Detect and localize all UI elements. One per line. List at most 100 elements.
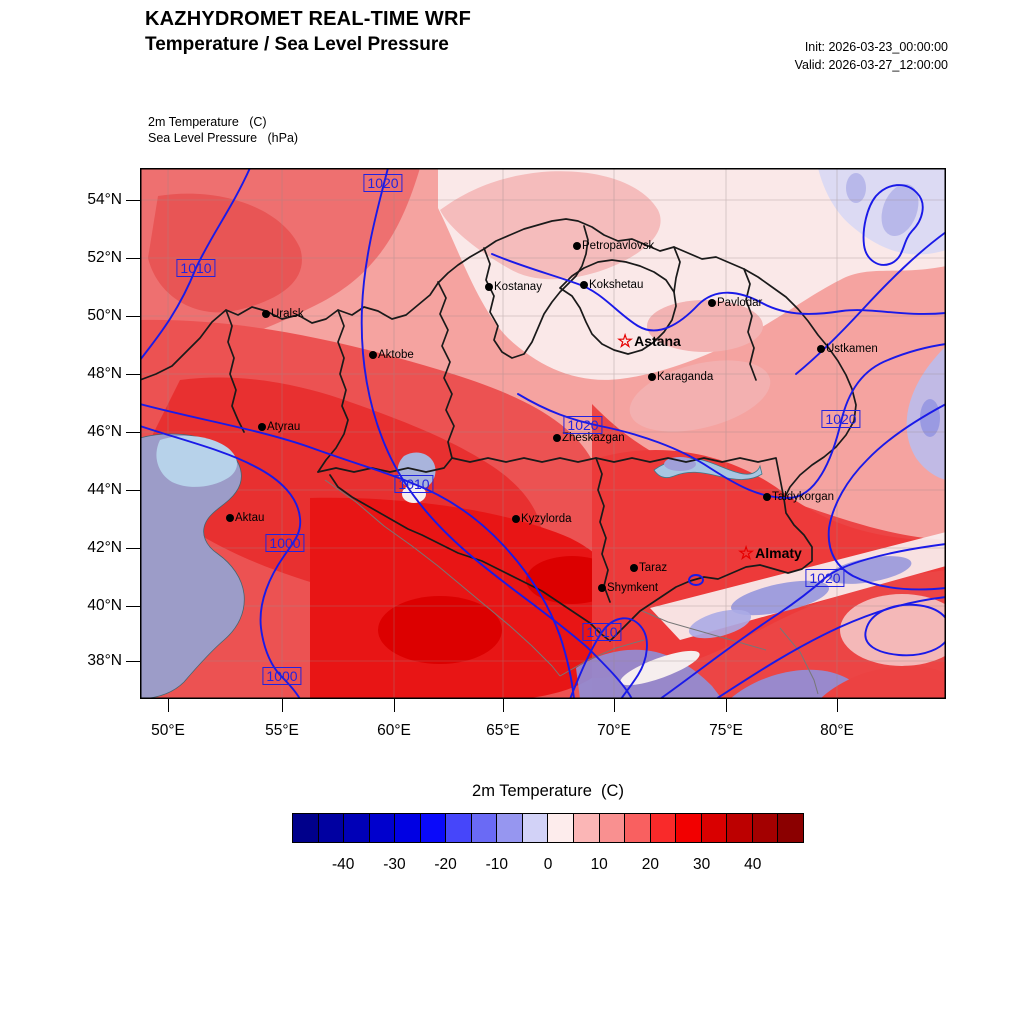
legend-cell <box>369 814 396 842</box>
isobar-1020-se <box>659 543 946 699</box>
lon-tick-label: 60°E <box>377 722 411 739</box>
city-dot-icon <box>258 423 266 431</box>
legend-bar <box>292 813 804 843</box>
legend-cell <box>318 814 345 842</box>
lon-tick-label: 80°E <box>820 722 854 739</box>
legend-tick-label: 10 <box>590 856 608 873</box>
city-label: Atyrau <box>267 421 301 433</box>
lon-tick-label: 75°E <box>709 722 743 739</box>
lat-tick-mark <box>126 316 140 317</box>
isobar-loop-ne <box>862 184 924 266</box>
foreign-borders <box>324 479 819 695</box>
city-label: Kostanay <box>494 281 542 293</box>
isobar-label-1000: 1000 <box>265 534 305 552</box>
isobar-east-u <box>827 403 946 591</box>
city-almaty: ☆ Almaty <box>738 544 802 562</box>
lat-tick-label: 44°N <box>87 481 122 498</box>
lat-tick-mark <box>126 606 140 607</box>
city-ustkamen: Ustkamen <box>817 343 878 355</box>
city-dot-icon <box>763 493 771 501</box>
lon-tick-label: 55°E <box>265 722 299 739</box>
region-borders <box>140 218 857 642</box>
isobar-label-1010: 1010 <box>176 259 216 277</box>
city-zheskazgan: Zheskazgan <box>553 432 625 444</box>
legend-title: 2m Temperature (C) <box>472 782 624 800</box>
city-label: Shymkent <box>607 582 659 594</box>
city-label: Aktobe <box>378 349 414 361</box>
pressure-caption: Sea Level Pressure (hPa) <box>148 131 299 145</box>
lat-tick-label: 40°N <box>87 597 122 614</box>
legend-tick-label: 20 <box>641 856 660 873</box>
isobar-label-1000: 1000 <box>262 667 302 685</box>
lon-tick-mark <box>726 699 727 712</box>
isobar-label-1020: 1020 <box>363 174 403 192</box>
legend-tick-label: 30 <box>692 856 711 873</box>
isobar-1010-south <box>569 617 648 699</box>
city-dot-icon <box>226 514 234 522</box>
legend-cell <box>676 814 702 842</box>
legend-cell <box>395 814 421 842</box>
lat-tick-mark <box>126 258 140 259</box>
legend-cell <box>548 814 575 842</box>
legend-tick-label: 0 <box>543 856 553 873</box>
legend-tick-label: 40 <box>744 856 762 873</box>
map-overlay-layer: Petropavlovsk Kostanay Kokshetau Pavlodar Ur… <box>140 168 946 699</box>
lat-tick-label: 50°N <box>87 307 122 324</box>
lat-tick-mark <box>126 200 140 201</box>
city-dot-icon <box>630 564 638 572</box>
city-taraz: Taraz <box>630 562 667 574</box>
field-captions: 2m Temperature (C) Sea Level Pressure (h… <box>148 114 298 146</box>
legend-cell <box>727 814 753 842</box>
city-label: Karaganda <box>657 371 714 383</box>
city-petropavlovsk: Petropavlovsk <box>573 240 654 252</box>
city-label: Taraz <box>639 562 668 574</box>
city-dot-icon <box>648 373 656 381</box>
city-label: Taldykorgan <box>772 491 835 503</box>
north-caspian <box>156 435 237 487</box>
isobar-label-1010: 1010 <box>394 475 434 493</box>
city-kyzylorda: Kyzylorda <box>512 513 572 525</box>
city-dot-icon <box>512 515 520 523</box>
legend-cell <box>497 814 523 842</box>
lat-tick-mark <box>126 490 140 491</box>
legend-cell <box>293 814 319 842</box>
legend-cell <box>420 814 447 842</box>
timestamps: Init: 2026-03-23_00:00:00 Valid: 2026-03… <box>795 38 948 74</box>
init-timestamp: Init: 2026-03-23_00:00:00 <box>804 40 948 54</box>
lat-tick-mark <box>126 432 140 433</box>
city-label: Ustkamen <box>826 343 878 355</box>
lon-tick-mark <box>503 699 504 712</box>
map-area <box>140 168 946 699</box>
legend-cell <box>446 814 472 842</box>
city-dot-icon <box>573 242 581 250</box>
lat-tick-label: 52°N <box>87 249 122 266</box>
legend-cell <box>625 814 651 842</box>
isobar-1010-mid <box>140 403 575 699</box>
map-border <box>140 168 946 699</box>
lon-tick-label: 50°E <box>151 722 185 739</box>
isobar-north-wavy <box>491 253 946 332</box>
city-dot-icon <box>262 310 270 318</box>
temperature-caption: 2m Temperature (C) <box>148 115 267 129</box>
city-dot-icon <box>580 281 588 289</box>
lon-tick-label: 70°E <box>597 722 631 739</box>
city-label: Petropavlovsk <box>582 240 655 252</box>
legend-cell <box>574 814 600 842</box>
city-shymkent: Shymkent <box>598 582 658 594</box>
legend-cell <box>752 814 779 842</box>
lat-tick-label: 42°N <box>87 539 122 556</box>
lat-tick-label: 46°N <box>87 423 122 440</box>
city-dot-icon <box>708 299 716 307</box>
lat-tick-mark <box>126 548 140 549</box>
legend-cell <box>522 814 549 842</box>
city-astana: ☆ Astana <box>617 332 681 350</box>
isobar-loop-se <box>864 603 946 657</box>
legend-cell <box>471 814 498 842</box>
lon-tick-mark <box>168 699 169 712</box>
isobar-label-1020: 1020 <box>563 416 603 434</box>
lon-tick-label: 65°E <box>486 722 520 739</box>
isobar-1020-mid <box>517 343 946 499</box>
city-dot-icon <box>485 283 493 291</box>
isobar-label-1020: 1020 <box>805 569 845 587</box>
